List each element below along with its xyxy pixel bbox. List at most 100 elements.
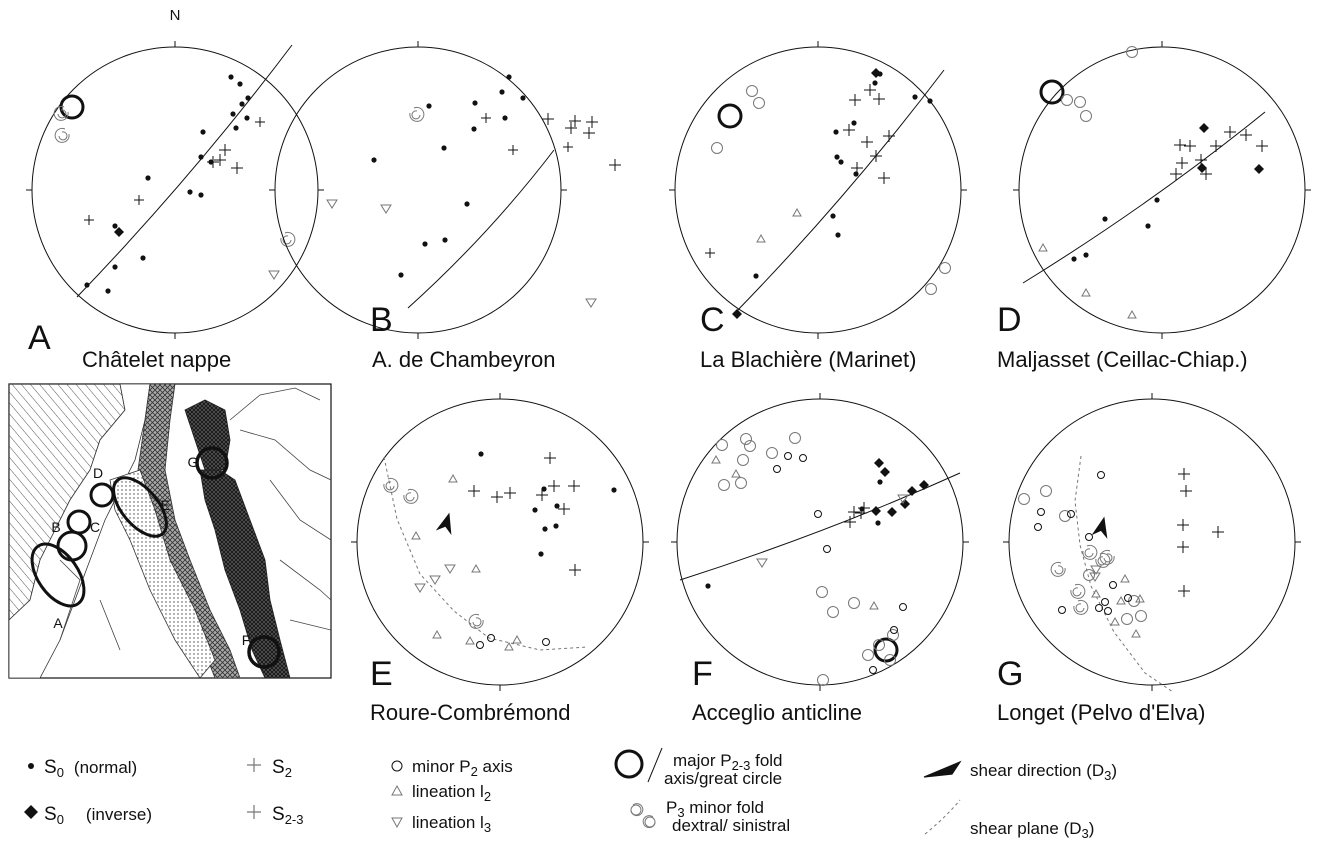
net-a-s0-normal-15 [112, 264, 118, 270]
net-g-l2-1 [1120, 573, 1130, 583]
net-e-s23-0 [544, 452, 556, 464]
net-d-open-circle-1 [1061, 94, 1073, 106]
net-c-s23-7 [851, 162, 863, 174]
net-f-open-circle-9 [827, 606, 839, 618]
net-d-s0-inverse-0 [1199, 123, 1209, 133]
net-e-s23-1 [548, 480, 560, 492]
net-c-open-circle-1 [753, 97, 765, 109]
site-c-circle [66, 509, 92, 535]
net-e-s0-normal-2 [532, 507, 538, 513]
net-d-s23-4 [1210, 140, 1222, 152]
map-unit-dotted [109, 469, 216, 678]
site-g-circle [195, 446, 229, 480]
net-g-l3-1 [1090, 565, 1102, 575]
net-e-s23-5 [504, 487, 516, 499]
net-b-s0-normal-7 [426, 103, 432, 109]
net-a-s23-2 [207, 156, 219, 168]
net-e-l2-6 [512, 634, 522, 644]
legend-shear-plane-symbol [924, 799, 961, 835]
net-b-s0-normal-0 [520, 95, 526, 101]
map-label-e: E [160, 497, 169, 513]
net-c-open-circle-4 [925, 283, 937, 295]
net-b-s23-1 [569, 115, 581, 127]
net-d-s0-normal-4 [1071, 256, 1077, 262]
net-f-open-circle-1 [740, 433, 752, 445]
net-b-l3-0 [380, 204, 392, 214]
legend-s0-inverse-symbol [24, 805, 38, 819]
net-g-p3-dextral-0 [1082, 544, 1098, 560]
net-e-s0-normal-3 [554, 503, 560, 509]
legend-s0-normal-symbol [28, 763, 34, 769]
net-g-p2-minor-2 [1085, 533, 1093, 541]
net-b-s0-normal-9 [464, 201, 470, 207]
legend-shear-direction-symbol [923, 760, 962, 778]
net-f-l2-2 [869, 600, 879, 610]
net-a-p3-sinistral-1 [54, 127, 70, 143]
net-d-s23-8 [1200, 168, 1212, 180]
net-c-s0-inverse-1 [732, 309, 742, 319]
net-g-p3-sinistral-1 [1099, 549, 1115, 565]
net-f-open-circle-14 [887, 629, 899, 641]
net-a-s23-0 [219, 144, 231, 156]
net-a-s0-normal-0 [228, 74, 234, 80]
net-a-s0-normal-7 [200, 129, 206, 135]
net-f-s0-normal-1 [875, 520, 881, 526]
net-c-s0-normal-2 [912, 94, 918, 100]
net-e-ticks [351, 393, 649, 691]
net-e-s0-normal-1 [541, 486, 547, 492]
net-e-l2-2 [471, 563, 481, 573]
net-c-s23-2 [849, 94, 861, 106]
net-d-open-circle-2 [1074, 96, 1086, 108]
legend-s0-normal-label: S0 (normal) [44, 757, 137, 780]
net-b-s0-normal-5 [471, 126, 477, 132]
net-e-s23-3 [468, 485, 480, 497]
net-e-p3-dextral-1 [403, 488, 419, 504]
net-b-title: A. de Chambeyron [372, 347, 555, 372]
net-f-p2-minor-2 [799, 454, 807, 462]
legend-s23-symbol [247, 805, 261, 819]
net-b-s23-0 [542, 113, 554, 125]
net-a-s0-normal-11 [198, 192, 204, 198]
net-d-l2-1 [1081, 287, 1091, 297]
net-e-s23-4 [491, 491, 503, 503]
net-a-s0-normal-6 [233, 125, 239, 131]
net-g-letter: G [997, 655, 1023, 693]
legend-shear-plane-label: shear plane (D3) [970, 819, 1094, 841]
net-e-primitive [356, 398, 644, 686]
net-g-open-circle-6 [1121, 613, 1133, 625]
net-c-s23-3 [843, 124, 855, 136]
net-f-title: Acceglio anticline [692, 700, 862, 725]
net-d-s0-inverse-2 [1254, 164, 1264, 174]
net-b-s2-2 [563, 142, 573, 152]
legend-l3-symbol [391, 817, 403, 829]
net-e-l2-4 [465, 635, 475, 645]
net-a-s0-normal-8 [198, 154, 204, 160]
net-e-l3-2 [444, 564, 456, 574]
inset-site-ellipses [30, 446, 281, 669]
net-e-s23-6 [536, 489, 548, 501]
net-g-p2-minor-7 [1104, 607, 1112, 615]
net-g-ticks [1003, 393, 1301, 691]
net-f-p2-minor-6 [890, 626, 898, 634]
legend-s2-label: S2 [272, 757, 292, 780]
net-f-s23-1 [844, 516, 856, 528]
net-b-p3-dextral-0 [409, 106, 425, 122]
net-g-s23-4 [1177, 541, 1189, 553]
net-b-s23-2 [565, 122, 577, 134]
net-c-s23-6 [870, 150, 882, 162]
net-e-s0-normal-4 [542, 526, 548, 532]
net-f-p2-minor-1 [823, 545, 831, 553]
net-f-p2-minor-4 [784, 452, 792, 460]
net-e-p2-minor-0 [487, 634, 495, 642]
net-g-l2-3 [1116, 595, 1126, 605]
net-e-s23-7 [558, 503, 570, 515]
net-b-s23-3 [586, 116, 598, 128]
map-label-c: C [90, 519, 100, 535]
net-a-s0-normal-5 [244, 115, 250, 121]
net-d-open-circle-3 [1080, 110, 1092, 122]
net-c-s0-inverse-0 [871, 68, 881, 78]
legend-major-line2: axis/great circle [664, 769, 782, 788]
north-label: N [170, 7, 181, 24]
net-f-l2-0 [711, 454, 721, 464]
net-e-s23-2 [568, 480, 580, 492]
